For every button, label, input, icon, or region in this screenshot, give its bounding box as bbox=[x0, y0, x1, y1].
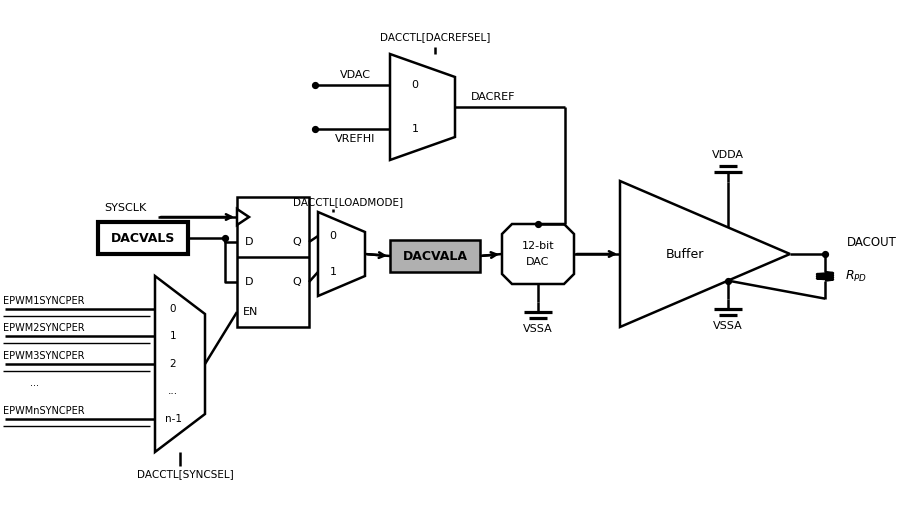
Text: 1: 1 bbox=[412, 124, 418, 134]
Polygon shape bbox=[318, 212, 365, 296]
Text: DACVALA: DACVALA bbox=[403, 249, 467, 263]
Text: VSSA: VSSA bbox=[523, 324, 553, 334]
Bar bbox=[390, 240, 480, 272]
Text: DACCTL[SYNCSEL]: DACCTL[SYNCSEL] bbox=[136, 469, 234, 479]
Text: D: D bbox=[245, 237, 254, 247]
Text: 1: 1 bbox=[170, 331, 176, 341]
Text: D: D bbox=[245, 277, 254, 287]
Text: DACOUT: DACOUT bbox=[847, 236, 897, 248]
Text: VDAC: VDAC bbox=[339, 70, 371, 80]
Text: 0: 0 bbox=[412, 80, 418, 90]
Polygon shape bbox=[620, 181, 790, 327]
Polygon shape bbox=[237, 209, 249, 225]
Text: 1: 1 bbox=[329, 267, 336, 277]
Bar bbox=[98, 222, 188, 254]
Text: EPWM3SYNCPER: EPWM3SYNCPER bbox=[3, 351, 85, 361]
Text: EPWMnSYNCPER: EPWMnSYNCPER bbox=[3, 406, 85, 416]
Text: VDDA: VDDA bbox=[712, 151, 744, 160]
Text: $R_{PD}$: $R_{PD}$ bbox=[845, 269, 867, 284]
Text: n-1: n-1 bbox=[165, 414, 182, 424]
Text: Buffer: Buffer bbox=[665, 247, 704, 261]
Text: 12-bit: 12-bit bbox=[522, 241, 554, 251]
Text: 0: 0 bbox=[170, 304, 176, 314]
Polygon shape bbox=[155, 276, 205, 452]
Text: Q: Q bbox=[293, 277, 302, 287]
Text: DACCTL[DACREFSEL]: DACCTL[DACREFSEL] bbox=[380, 32, 490, 42]
Polygon shape bbox=[390, 54, 455, 160]
Text: VSSA: VSSA bbox=[714, 321, 743, 331]
Text: ...: ... bbox=[168, 386, 178, 396]
Text: EPWM2SYNCPER: EPWM2SYNCPER bbox=[3, 323, 85, 333]
Text: DACCTL[LOADMODE]: DACCTL[LOADMODE] bbox=[293, 197, 403, 207]
Bar bbox=[237, 197, 309, 327]
Polygon shape bbox=[502, 224, 574, 284]
Text: VREFHI: VREFHI bbox=[335, 134, 375, 144]
Text: 2: 2 bbox=[170, 359, 176, 369]
Text: EPWM1SYNCPER: EPWM1SYNCPER bbox=[3, 296, 85, 306]
Text: Q: Q bbox=[293, 237, 302, 247]
Text: EN: EN bbox=[244, 307, 259, 317]
Text: SYSCLK: SYSCLK bbox=[104, 203, 146, 213]
Text: ...: ... bbox=[30, 378, 39, 388]
Text: DACVALS: DACVALS bbox=[111, 231, 175, 245]
Text: DAC: DAC bbox=[526, 257, 550, 267]
Text: DACREF: DACREF bbox=[471, 92, 515, 102]
Text: 0: 0 bbox=[329, 231, 336, 241]
